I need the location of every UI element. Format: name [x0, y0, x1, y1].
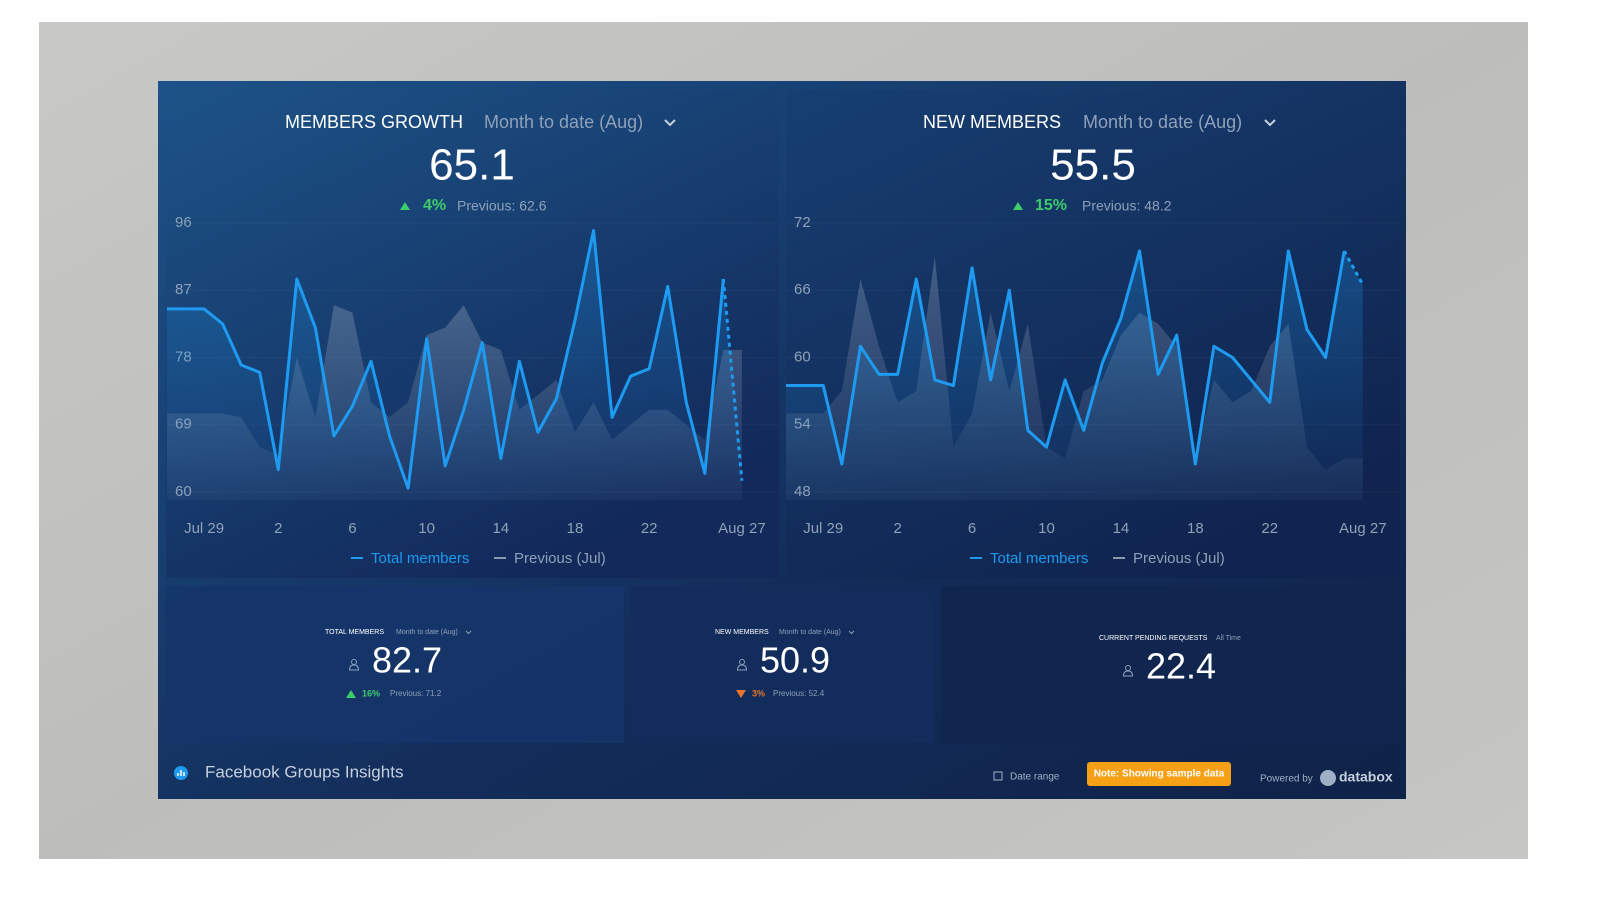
chevron[interactable] [465, 630, 472, 635]
powered-by: Powered by [1260, 774, 1313, 785]
y-tick-label: 72 [794, 214, 811, 231]
x-tick-label: 2 [893, 520, 901, 537]
tile-panel [166, 586, 624, 743]
dashboard-name: Facebook Groups Insights [205, 762, 403, 781]
series-area [786, 251, 1363, 500]
tile-panel [631, 586, 934, 743]
y-tick-label: 96 [175, 214, 192, 231]
chart-title: NEW MEMBERS [923, 112, 1061, 132]
tile-title: TOTAL MEMBERS [325, 629, 384, 636]
chevron[interactable] [848, 630, 855, 635]
sample-note [1087, 762, 1231, 786]
y-tick-label: 87 [175, 281, 192, 298]
series-area [167, 230, 742, 500]
app-icon-bars [177, 770, 185, 776]
x-tick-label: Jul 29 [803, 520, 843, 537]
x-tick-label: 14 [1113, 520, 1130, 537]
tile-change: 3% [752, 688, 765, 698]
series-line [786, 249, 1346, 466]
legend-label: Previous (Jul) [1133, 550, 1225, 567]
tile-period: All Time [1216, 635, 1241, 642]
calendar-icon[interactable] [993, 771, 1003, 781]
person-icon [1122, 665, 1134, 677]
chevron[interactable] [1264, 119, 1276, 127]
x-tick-label: 6 [348, 520, 356, 537]
tile-title: NEW MEMBERS [715, 629, 769, 636]
legend-label: Total members [371, 550, 469, 567]
chart-previous: Previous: 62.6 [457, 198, 547, 214]
chart-title: MEMBERS GROWTH [285, 112, 463, 132]
sample-note-text: Note: Showing sample data [1094, 769, 1225, 780]
x-tick-label: 10 [1038, 520, 1055, 537]
x-tick-label: Aug 27 [1339, 520, 1387, 537]
tile-value: 22.4 [1146, 646, 1216, 687]
projection-line [721, 278, 744, 481]
x-tick-label: 14 [492, 520, 509, 537]
change-arrow [400, 202, 410, 210]
chart-value: 55.5 [1050, 141, 1136, 190]
x-tick-label: Jul 29 [184, 520, 224, 537]
brand-logo [1320, 770, 1336, 786]
tile-previous: Previous: 52.4 [773, 689, 825, 698]
legend-label: Total members [990, 550, 1088, 567]
tile-previous: Previous: 71.2 [390, 689, 442, 698]
person-icon [348, 659, 360, 671]
x-tick-label: 10 [418, 520, 435, 537]
tile-panel [941, 586, 1400, 743]
x-tick-label: 22 [1261, 520, 1278, 537]
tile-period: Month to date (Aug) [396, 629, 458, 636]
series-line [167, 228, 725, 490]
chart-value: 65.1 [429, 141, 515, 190]
projection-line [1342, 250, 1365, 286]
y-tick-label: 66 [794, 281, 811, 298]
charts: MEMBERS GROWTH Month to date (Aug) 65.1 4% P… [167, 112, 1400, 698]
change-arrow [736, 690, 746, 698]
change-arrow [1013, 202, 1023, 210]
chart-period: Month to date (Aug) [484, 112, 643, 132]
tile-title: CURRENT PENDING REQUESTS [1099, 635, 1208, 642]
person-icon [736, 659, 748, 671]
chart-period: Month to date (Aug) [1083, 112, 1242, 132]
brand-name: databox [1339, 769, 1393, 785]
date-range[interactable]: Date range [1010, 772, 1060, 783]
y-tick-label: 60 [794, 348, 811, 365]
change-arrow [346, 690, 356, 698]
chart-change: 4% [423, 197, 446, 214]
tile-period: Month to date (Aug) [779, 629, 841, 636]
line-chart: NEW MEMBERS Month to date (Aug) 55.5 15% Pre… [786, 112, 1400, 567]
tile-change: 16% [362, 688, 380, 698]
x-tick-label: 18 [1187, 520, 1204, 537]
line-chart: MEMBERS GROWTH Month to date (Aug) 65.1 4% P… [167, 112, 779, 567]
legend-label: Previous (Jul) [514, 550, 606, 567]
tile-value: 50.9 [760, 640, 830, 681]
tile-value: 82.7 [372, 640, 442, 681]
x-tick-label: 18 [567, 520, 584, 537]
x-tick-label: 22 [641, 520, 658, 537]
chart-previous: Previous: 48.2 [1082, 198, 1172, 214]
x-tick-label: 2 [274, 520, 282, 537]
x-tick-label: 6 [968, 520, 976, 537]
chevron[interactable] [664, 119, 676, 127]
chart-change: 15% [1035, 197, 1067, 214]
x-tick-label: Aug 27 [718, 520, 766, 537]
